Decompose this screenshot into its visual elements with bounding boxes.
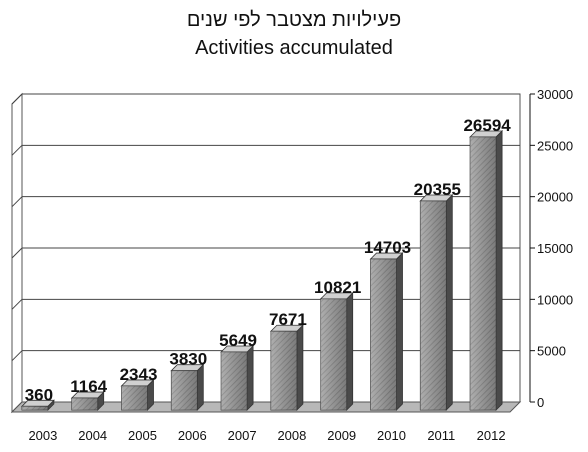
bar-shading	[470, 136, 497, 410]
gridline-side	[11, 247, 23, 259]
bar-shading	[370, 259, 397, 410]
x-tick-label: 2011	[427, 428, 455, 443]
data-label: 20355	[414, 180, 461, 199]
gridline-side	[11, 144, 23, 156]
gridline-side	[11, 298, 23, 310]
bar-shading	[320, 298, 347, 410]
y-tick-label: 15000	[537, 241, 573, 256]
x-tick-label: 2006	[178, 428, 207, 443]
x-tick-label: 2010	[377, 428, 406, 443]
gridline-side	[11, 350, 23, 362]
y-tick-label: 20000	[537, 190, 573, 205]
data-label: 360	[25, 385, 53, 404]
bar-side	[296, 324, 304, 411]
data-label: 3830	[169, 350, 207, 369]
x-tick-label: 2012	[477, 428, 506, 443]
bar-shading	[21, 406, 48, 410]
y-tick-label: 25000	[537, 138, 573, 153]
y-tick-label: 0	[537, 395, 544, 410]
data-label: 14703	[364, 238, 411, 257]
chart-title-hebrew: פעילויות מצטבר לפי שנים	[186, 9, 402, 31]
bar-shading	[71, 398, 98, 410]
bar-side	[196, 363, 204, 411]
y-tick-label: 10000	[537, 292, 573, 307]
bar-side	[445, 194, 453, 411]
x-tick-label: 2005	[128, 428, 157, 443]
x-tick-label: 2003	[28, 428, 57, 443]
chart-title: פעילויות מצטבר לפי שנים Activities accum…	[0, 6, 588, 62]
data-label: 26594	[463, 116, 511, 135]
x-tick-label: 2009	[327, 428, 356, 443]
data-label: 1164	[70, 377, 107, 396]
bar-side	[246, 345, 254, 411]
chart-title-english: Activities accumulated	[195, 37, 393, 59]
data-label: 5649	[219, 331, 257, 350]
bar-side	[346, 291, 354, 411]
bar-shading	[420, 201, 447, 410]
x-tick-label: 2004	[78, 428, 107, 443]
y-tick-label: 30000	[537, 87, 573, 102]
gridline-side	[11, 93, 23, 105]
x-tick-label: 2007	[228, 428, 257, 443]
bar-side	[495, 130, 503, 411]
data-label: 2343	[120, 365, 158, 384]
bar-shading	[221, 352, 248, 410]
gridline-side	[11, 196, 23, 208]
y-tick-label: 5000	[537, 344, 566, 359]
bar-side	[396, 252, 403, 411]
data-label: 7671	[269, 310, 307, 329]
bar-shading	[121, 385, 148, 410]
bar-shading	[171, 370, 198, 410]
x-tick-label: 2008	[277, 428, 306, 443]
bar-shading	[270, 331, 297, 410]
data-label: 10821	[314, 278, 361, 297]
